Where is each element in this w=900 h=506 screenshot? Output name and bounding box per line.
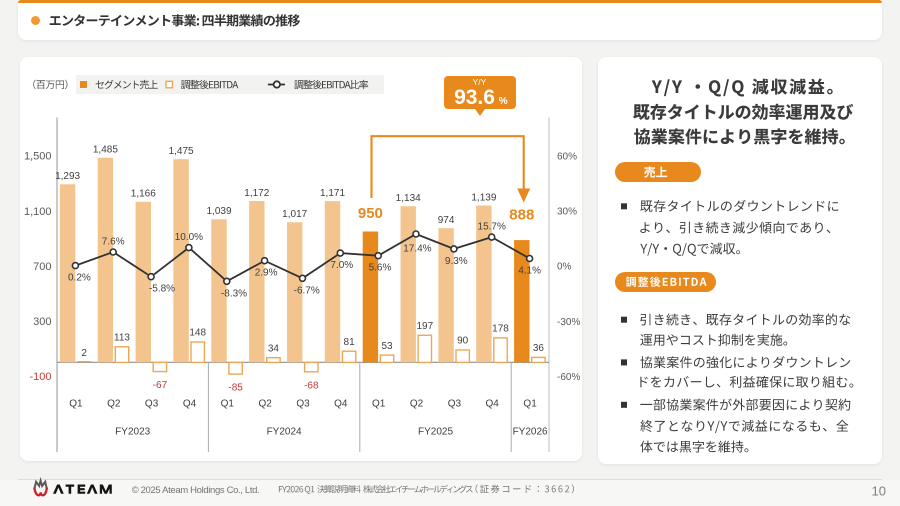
svg-text:FY2026: FY2026 xyxy=(513,427,548,438)
svg-text:Q4: Q4 xyxy=(334,398,348,409)
svg-text:17.4%: 17.4% xyxy=(403,244,431,255)
svg-text:34: 34 xyxy=(268,343,280,354)
svg-text:700: 700 xyxy=(33,261,51,273)
svg-text:1,485: 1,485 xyxy=(93,145,118,156)
svg-text:1,017: 1,017 xyxy=(282,209,307,220)
svg-text:15.7%: 15.7% xyxy=(478,222,506,233)
svg-text:0.2%: 0.2% xyxy=(68,273,91,284)
svg-text:30%: 30% xyxy=(557,207,577,218)
svg-text:-8.3%: -8.3% xyxy=(221,288,247,299)
svg-text:1,171: 1,171 xyxy=(320,188,345,199)
svg-text:1,134: 1,134 xyxy=(396,193,421,204)
svg-text:Q4: Q4 xyxy=(183,398,197,409)
svg-text:1,172: 1,172 xyxy=(244,188,269,199)
svg-text:53: 53 xyxy=(381,341,393,352)
svg-text:Q1: Q1 xyxy=(523,398,537,409)
svg-text:7.0%: 7.0% xyxy=(330,260,353,271)
svg-text:Y/Y: Y/Y xyxy=(473,77,487,87)
svg-text:90: 90 xyxy=(457,336,469,347)
svg-text:FY2025: FY2025 xyxy=(418,427,453,438)
svg-text:1,293: 1,293 xyxy=(55,171,80,182)
svg-text:60%: 60% xyxy=(557,151,577,162)
svg-text:Q2: Q2 xyxy=(410,398,424,409)
svg-text:974: 974 xyxy=(438,215,455,226)
svg-text:178: 178 xyxy=(492,324,509,335)
svg-text:Q3: Q3 xyxy=(145,398,159,409)
svg-text:Q1: Q1 xyxy=(372,398,386,409)
svg-text:1,500: 1,500 xyxy=(24,151,52,163)
svg-text:Q2: Q2 xyxy=(107,398,121,409)
svg-text:Q1: Q1 xyxy=(221,398,235,409)
svg-text:Q3: Q3 xyxy=(448,398,462,409)
svg-text:10: 10 xyxy=(872,484,886,499)
svg-text:1,475: 1,475 xyxy=(169,146,194,157)
svg-text:-85: -85 xyxy=(228,383,243,394)
svg-text:FY2023: FY2023 xyxy=(115,427,150,438)
svg-text:-6.7%: -6.7% xyxy=(294,285,320,296)
svg-text:36: 36 xyxy=(533,343,545,354)
svg-text:113: 113 xyxy=(114,333,130,344)
svg-text:Q1: Q1 xyxy=(69,398,83,409)
svg-text:-5.8%: -5.8% xyxy=(149,284,175,295)
svg-text:81: 81 xyxy=(344,337,356,348)
svg-text:2.9%: 2.9% xyxy=(255,268,278,279)
svg-text:1,039: 1,039 xyxy=(206,206,231,217)
svg-text:-68: -68 xyxy=(304,380,319,391)
svg-text:Q3: Q3 xyxy=(296,398,310,409)
svg-text:148: 148 xyxy=(189,328,206,339)
svg-text:© 2025 Ateam Holdings Co., Ltd: © 2025 Ateam Holdings Co., Ltd. xyxy=(132,485,260,496)
svg-text:FY2024: FY2024 xyxy=(267,427,302,438)
svg-text:Q2: Q2 xyxy=(259,398,273,409)
svg-text:-100: -100 xyxy=(29,371,51,383)
svg-text:5.6%: 5.6% xyxy=(369,263,392,274)
svg-text:1,100: 1,100 xyxy=(24,206,52,218)
svg-text:0%: 0% xyxy=(557,262,572,273)
svg-text:7.6%: 7.6% xyxy=(102,237,125,248)
svg-text:1,139: 1,139 xyxy=(471,192,496,203)
svg-text:Q4: Q4 xyxy=(486,398,500,409)
svg-text:1,166: 1,166 xyxy=(131,189,156,200)
svg-text:2: 2 xyxy=(81,348,87,359)
svg-text:10.0%: 10.0% xyxy=(175,232,203,243)
svg-text:-67: -67 xyxy=(153,380,168,391)
svg-text:-60%: -60% xyxy=(557,372,580,383)
svg-text:9.3%: 9.3% xyxy=(445,256,468,267)
svg-text:950: 950 xyxy=(358,205,383,222)
svg-text:888: 888 xyxy=(509,207,534,224)
svg-text:4.1%: 4.1% xyxy=(518,266,541,277)
svg-text:%: % xyxy=(499,96,508,107)
svg-text:197: 197 xyxy=(416,321,433,332)
svg-text:300: 300 xyxy=(33,316,51,328)
svg-text:-30%: -30% xyxy=(557,317,580,328)
svg-text:93.6: 93.6 xyxy=(454,86,495,109)
